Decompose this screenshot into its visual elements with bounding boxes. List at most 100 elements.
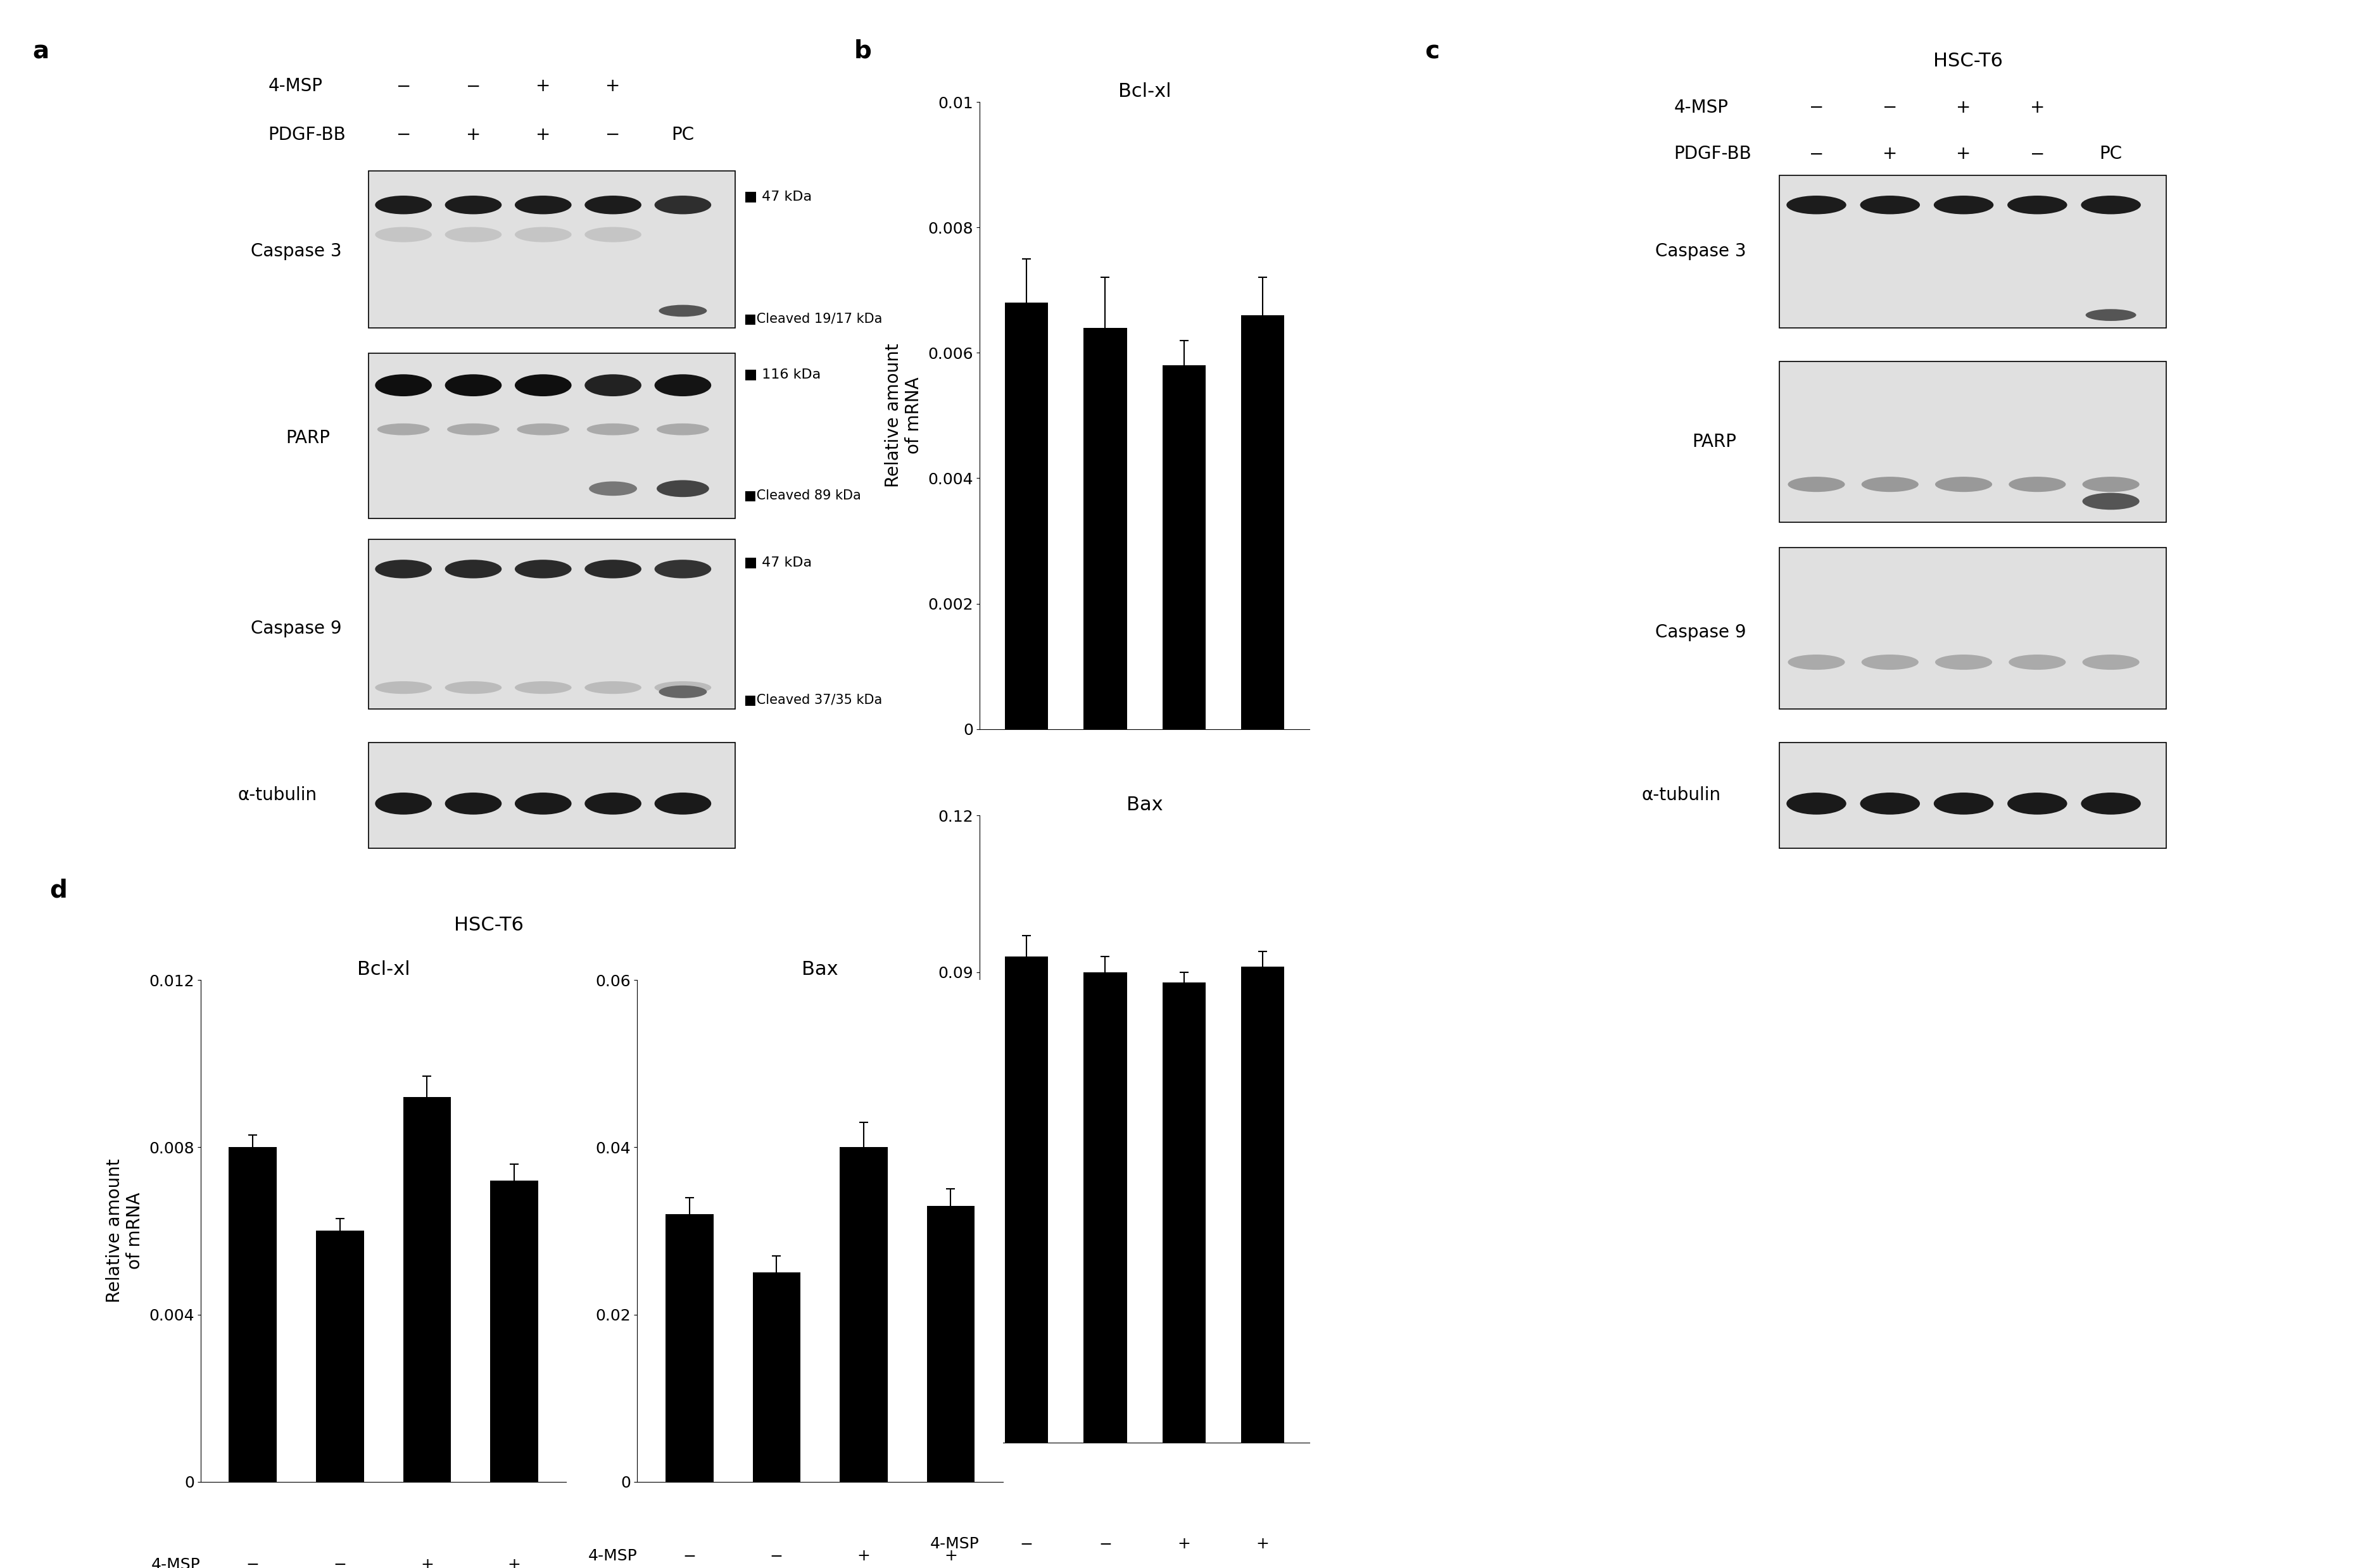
Ellipse shape — [1787, 792, 1846, 815]
Text: ■Cleaved 89 kDa: ■Cleaved 89 kDa — [743, 489, 861, 502]
Text: ■Cleaved 19/17 kDa: ■Cleaved 19/17 kDa — [743, 314, 883, 326]
Ellipse shape — [585, 792, 642, 815]
Ellipse shape — [446, 375, 503, 397]
Text: α-tubulin: α-tubulin — [238, 786, 316, 804]
Text: +: + — [1956, 146, 1971, 163]
Text: +: + — [607, 77, 621, 96]
Text: PDGF-BB: PDGF-BB — [1673, 146, 1751, 163]
Ellipse shape — [375, 792, 432, 815]
Ellipse shape — [375, 681, 432, 695]
Bar — [1779, 362, 2166, 522]
Ellipse shape — [656, 423, 708, 436]
Ellipse shape — [514, 560, 571, 579]
Ellipse shape — [585, 560, 642, 579]
Text: −: − — [396, 77, 411, 96]
Ellipse shape — [446, 792, 503, 815]
Text: −: − — [396, 125, 411, 144]
Text: −: − — [682, 1549, 696, 1563]
Ellipse shape — [585, 196, 642, 215]
Ellipse shape — [514, 227, 571, 241]
Ellipse shape — [446, 423, 500, 436]
Ellipse shape — [1789, 477, 1846, 492]
Text: b: b — [854, 39, 871, 63]
Text: +: + — [536, 125, 550, 144]
Text: +: + — [536, 77, 550, 96]
Text: −: − — [1810, 99, 1824, 116]
Text: −: − — [2030, 146, 2044, 163]
Title: Bcl-xl: Bcl-xl — [356, 960, 411, 978]
Ellipse shape — [1787, 196, 1846, 215]
Text: PARP: PARP — [1692, 433, 1737, 452]
Ellipse shape — [590, 481, 637, 495]
Ellipse shape — [2008, 654, 2065, 670]
Text: +: + — [857, 1549, 871, 1563]
Ellipse shape — [1935, 477, 1992, 492]
Bar — [404, 1098, 451, 1482]
Text: c: c — [1425, 39, 1440, 64]
Text: −: − — [769, 1549, 784, 1563]
Text: PC: PC — [673, 125, 694, 144]
Text: −: − — [1020, 1537, 1034, 1552]
Text: ■ 116 kDa: ■ 116 kDa — [743, 368, 821, 381]
Text: PARP: PARP — [286, 430, 330, 447]
Bar — [316, 1231, 363, 1482]
Text: HSC-T6: HSC-T6 — [1933, 52, 2004, 71]
Ellipse shape — [446, 196, 503, 215]
Text: Caspase 9: Caspase 9 — [250, 619, 342, 637]
Ellipse shape — [446, 681, 503, 695]
Text: Caspase 9: Caspase 9 — [1654, 624, 1746, 641]
Text: −: − — [1100, 1537, 1112, 1552]
Text: −: − — [245, 1557, 260, 1568]
Ellipse shape — [375, 196, 432, 215]
Ellipse shape — [2082, 792, 2141, 815]
Text: Caspase 3: Caspase 3 — [1654, 243, 1746, 260]
Ellipse shape — [375, 227, 432, 241]
Ellipse shape — [446, 560, 503, 579]
Ellipse shape — [446, 227, 503, 241]
Bar — [491, 1181, 538, 1482]
Text: −: − — [465, 77, 481, 96]
Text: +: + — [1956, 99, 1971, 116]
Bar — [368, 171, 736, 328]
Text: PC: PC — [2100, 146, 2122, 163]
Text: 4-MSP: 4-MSP — [930, 1537, 979, 1552]
Text: +: + — [1256, 1537, 1270, 1552]
Text: PDGF-BB: PDGF-BB — [269, 125, 347, 144]
Text: +: + — [420, 1557, 434, 1568]
Ellipse shape — [585, 227, 642, 241]
Ellipse shape — [514, 196, 571, 215]
Text: +: + — [944, 1549, 958, 1563]
Ellipse shape — [1935, 654, 1992, 670]
Y-axis label: Relative amount
of mRNA: Relative amount of mRNA — [106, 1159, 144, 1303]
Text: 4-MSP: 4-MSP — [1673, 99, 1728, 116]
Y-axis label: Relative amount
of mRNA: Relative amount of mRNA — [885, 343, 923, 488]
Bar — [1241, 967, 1284, 1443]
Text: a: a — [33, 39, 50, 64]
Text: +: + — [1883, 146, 1897, 163]
Ellipse shape — [375, 560, 432, 579]
Bar — [666, 1214, 713, 1482]
Ellipse shape — [585, 375, 642, 397]
Ellipse shape — [378, 423, 430, 436]
Text: 4-MSP: 4-MSP — [588, 1549, 637, 1563]
Ellipse shape — [588, 423, 640, 436]
Bar — [1083, 972, 1128, 1443]
Text: −: − — [607, 125, 621, 144]
Bar — [1161, 983, 1206, 1443]
Ellipse shape — [1789, 654, 1846, 670]
Ellipse shape — [514, 375, 571, 397]
Title: Bax: Bax — [802, 960, 838, 978]
Bar — [1083, 328, 1128, 729]
Ellipse shape — [654, 560, 710, 579]
Bar — [1005, 303, 1048, 729]
Ellipse shape — [517, 423, 569, 436]
Bar — [753, 1273, 800, 1482]
Text: +: + — [507, 1557, 522, 1568]
Bar — [1241, 315, 1284, 729]
Text: +: + — [2030, 99, 2044, 116]
Bar — [368, 539, 736, 709]
Text: α-tubulin: α-tubulin — [1643, 786, 1720, 804]
Ellipse shape — [1860, 792, 1921, 815]
Ellipse shape — [654, 375, 710, 397]
Bar — [1161, 365, 1206, 729]
